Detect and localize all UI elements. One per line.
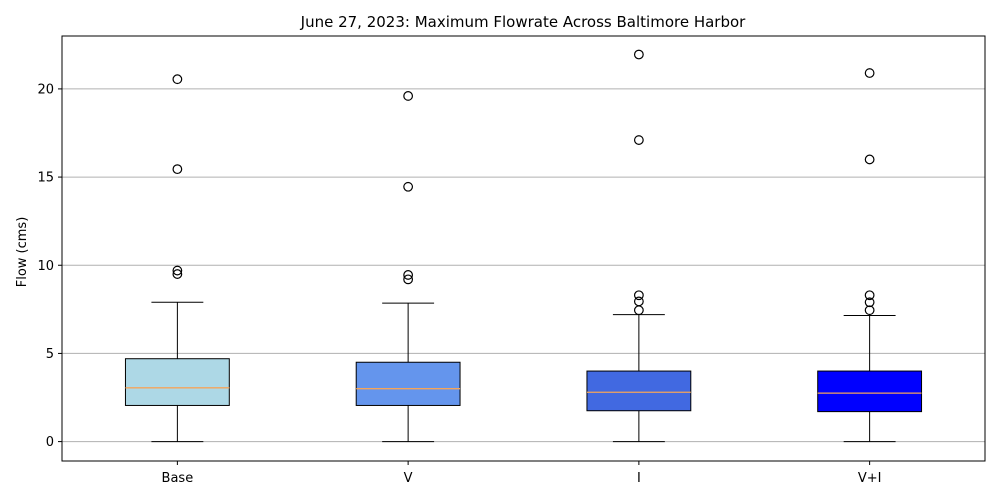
gridlines xyxy=(62,88,985,443)
outlier-point xyxy=(172,164,183,175)
outlier-point xyxy=(403,270,414,280)
y-tick-label: 20 xyxy=(37,82,54,97)
outlier-point xyxy=(172,74,183,85)
plot-frame xyxy=(61,35,986,462)
iqr-box xyxy=(586,370,692,412)
outlier-point xyxy=(403,274,414,285)
x-axis-ticks: Base V I V+I xyxy=(162,461,882,486)
x-tick-label: I xyxy=(637,471,641,486)
y-tick-label: 5 xyxy=(46,347,54,362)
outlier-point xyxy=(633,296,644,307)
box-base xyxy=(124,74,230,443)
outlier-point xyxy=(864,305,875,316)
outlier-point xyxy=(633,305,644,316)
iqr-box xyxy=(355,361,461,406)
x-tick-label: V+I xyxy=(858,471,882,486)
outlier-point xyxy=(864,68,875,78)
x-tick-label: V xyxy=(404,471,413,486)
iqr-box xyxy=(124,358,230,406)
chart-title: June 27, 2023: Maximum Flowrate Across B… xyxy=(300,13,747,31)
outlier-point xyxy=(864,297,875,308)
outlier-point xyxy=(633,49,644,60)
y-axis-label: Flow (cms) xyxy=(15,217,30,288)
outlier-point xyxy=(403,181,414,192)
outlier-point xyxy=(633,290,644,301)
box-v-i xyxy=(817,68,923,443)
box-i xyxy=(586,49,692,443)
outlier-point xyxy=(403,91,414,101)
boxes xyxy=(124,49,923,443)
y-tick-label: 15 xyxy=(37,171,54,186)
outlier-point xyxy=(633,135,644,145)
y-axis-ticks: 0 5 10 15 20 xyxy=(37,82,62,450)
outlier-point xyxy=(864,290,875,301)
iqr-box xyxy=(817,370,923,413)
x-tick-label: Base xyxy=(162,471,194,486)
box-v xyxy=(355,91,461,443)
outlier-point xyxy=(172,269,183,279)
outlier-point xyxy=(864,154,875,165)
y-tick-label: 10 xyxy=(37,259,54,274)
outlier-point xyxy=(172,265,183,276)
y-tick-label: 0 xyxy=(46,435,54,450)
